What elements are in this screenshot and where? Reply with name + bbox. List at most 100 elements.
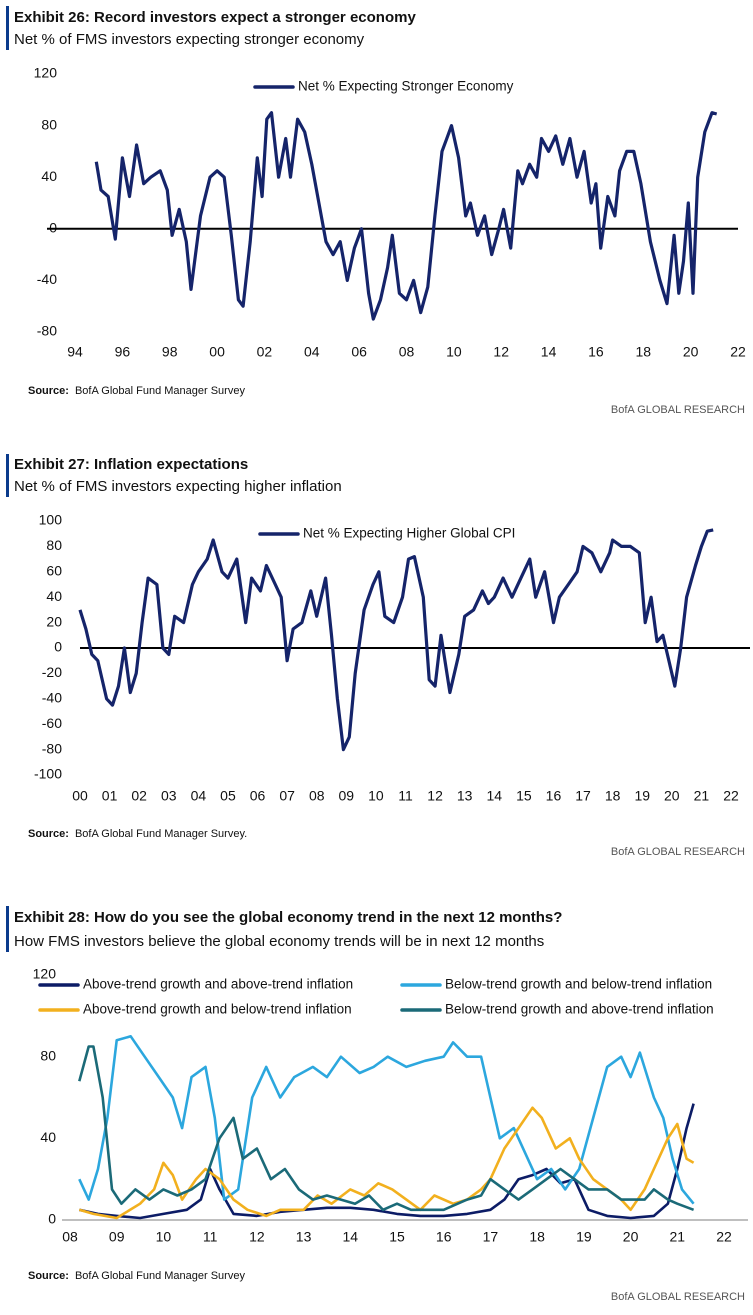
x-tick-label: 12 <box>427 788 443 804</box>
legend-label: Net % Expecting Stronger Economy <box>298 79 514 94</box>
x-tick-label: 16 <box>436 1229 452 1245</box>
series-line <box>78 528 714 752</box>
x-tick-label: 02 <box>131 788 147 804</box>
source-text: BofA Global Fund Manager Survey. <box>75 828 247 840</box>
x-tick-label: 11 <box>398 788 413 804</box>
x-tick-label: 01 <box>102 788 118 804</box>
y-tick-label: 80 <box>40 1047 56 1063</box>
credit: BofA GLOBAL RESEARCH <box>611 846 745 858</box>
x-tick-label: 22 <box>723 788 739 804</box>
x-tick-label: 14 <box>486 788 502 804</box>
y-tick-label: 20 <box>46 613 62 629</box>
y-tick-label: 0 <box>48 1211 56 1227</box>
x-tick-label: 04 <box>191 788 207 804</box>
x-tick-label: 21 <box>669 1229 685 1245</box>
title-bar <box>6 454 9 497</box>
source-label: Source: <box>28 828 69 840</box>
x-tick-label: 10 <box>446 344 462 360</box>
x-tick-label: 00 <box>209 344 225 360</box>
x-tick-label: 18 <box>529 1229 545 1245</box>
y-tick-label: 0 <box>49 220 57 236</box>
x-tick-label: 16 <box>588 344 604 360</box>
x-tick-label: 22 <box>730 344 746 360</box>
x-tick-label: 17 <box>575 788 591 804</box>
x-tick-label: 94 <box>67 344 83 360</box>
y-tick-label: 120 <box>33 966 57 982</box>
x-tick-label: 00 <box>72 788 88 804</box>
x-tick-label: 20 <box>664 788 680 804</box>
x-tick-label: 11 <box>203 1229 218 1245</box>
x-tick-label: 22 <box>716 1229 732 1245</box>
x-tick-label: 07 <box>279 788 295 804</box>
legend-label: Net % Expecting Higher Global CPI <box>303 526 515 541</box>
source-note: Source: BofA Global Fund Manager Survey <box>28 1270 245 1282</box>
x-tick-label: 08 <box>399 344 415 360</box>
series-line <box>78 1045 695 1212</box>
legend-label: Above-trend growth and above-trend infla… <box>83 977 353 992</box>
credit: BofA GLOBAL RESEARCH <box>611 1291 745 1303</box>
legend-label: Below-trend growth and below-trend infla… <box>445 977 712 992</box>
x-tick-label: 09 <box>109 1229 125 1245</box>
series-line <box>78 1035 695 1205</box>
source-label: Source: <box>28 385 69 397</box>
x-tick-label: 03 <box>161 788 177 804</box>
y-tick-label: 0 <box>54 639 62 655</box>
y-tick-label: 80 <box>46 537 62 553</box>
x-tick-label: 98 <box>162 344 178 360</box>
x-tick-label: 02 <box>257 344 273 360</box>
x-tick-label: 09 <box>339 788 355 804</box>
x-tick-label: 08 <box>309 788 325 804</box>
legend-label: Above-trend growth and below-trend infla… <box>83 1002 352 1017</box>
x-tick-label: 18 <box>635 344 651 360</box>
source-note: Source: BofA Global Fund Manager Survey <box>28 385 245 397</box>
x-tick-label: 16 <box>546 788 562 804</box>
series-line <box>78 1106 695 1220</box>
x-tick-label: 17 <box>483 1229 499 1245</box>
x-tick-label: 06 <box>250 788 266 804</box>
y-tick-label: -80 <box>37 323 57 339</box>
y-tick-label: -100 <box>34 766 62 782</box>
source-text: BofA Global Fund Manager Survey <box>75 1270 245 1282</box>
credit: BofA GLOBAL RESEARCH <box>611 404 745 416</box>
x-tick-label: 13 <box>457 788 473 804</box>
y-tick-label: 80 <box>41 116 57 132</box>
x-tick-label: 19 <box>634 788 650 804</box>
title-bar <box>6 6 9 50</box>
x-tick-label: 13 <box>296 1229 312 1245</box>
x-tick-label: 08 <box>62 1229 78 1245</box>
y-tick-label: -80 <box>42 740 62 756</box>
x-tick-label: 12 <box>493 344 509 360</box>
x-tick-label: 10 <box>368 788 384 804</box>
source-note: Source: BofA Global Fund Manager Survey. <box>28 828 247 840</box>
chart-subtitle: How FMS investors believe the global eco… <box>14 933 544 950</box>
x-tick-label: 96 <box>115 344 131 360</box>
y-tick-label: 40 <box>40 1129 56 1145</box>
title-bar <box>6 906 9 952</box>
y-tick-label: 60 <box>46 563 62 579</box>
x-tick-label: 15 <box>389 1229 405 1245</box>
x-tick-label: 20 <box>623 1229 639 1245</box>
y-tick-label: -20 <box>42 664 62 680</box>
source-text: BofA Global Fund Manager Survey <box>75 385 245 397</box>
x-tick-label: 04 <box>304 344 320 360</box>
chart-subtitle: Net % of FMS investors expecting higher … <box>14 478 342 495</box>
chart-title: Exhibit 28: How do you see the global ec… <box>14 909 562 926</box>
x-tick-label: 06 <box>351 344 367 360</box>
x-tick-label: 18 <box>605 788 621 804</box>
series-line <box>79 1103 695 1220</box>
source-label: Source: <box>28 1270 69 1282</box>
x-tick-label: 20 <box>683 344 699 360</box>
x-tick-label: 12 <box>249 1229 265 1245</box>
x-tick-label: 21 <box>694 788 710 804</box>
series-line <box>94 111 718 321</box>
x-tick-label: 14 <box>541 344 557 360</box>
chart-subtitle: Net % of FMS investors expecting stronge… <box>14 31 365 48</box>
x-tick-label: 14 <box>342 1229 358 1245</box>
y-tick-label: -40 <box>42 690 62 706</box>
chart-title: Exhibit 26: Record investors expect a st… <box>14 9 416 26</box>
y-tick-label: -60 <box>42 715 62 731</box>
y-tick-label: 100 <box>39 512 63 528</box>
x-tick-label: 15 <box>516 788 532 804</box>
x-tick-label: 10 <box>156 1229 172 1245</box>
y-tick-label: 40 <box>41 168 57 184</box>
